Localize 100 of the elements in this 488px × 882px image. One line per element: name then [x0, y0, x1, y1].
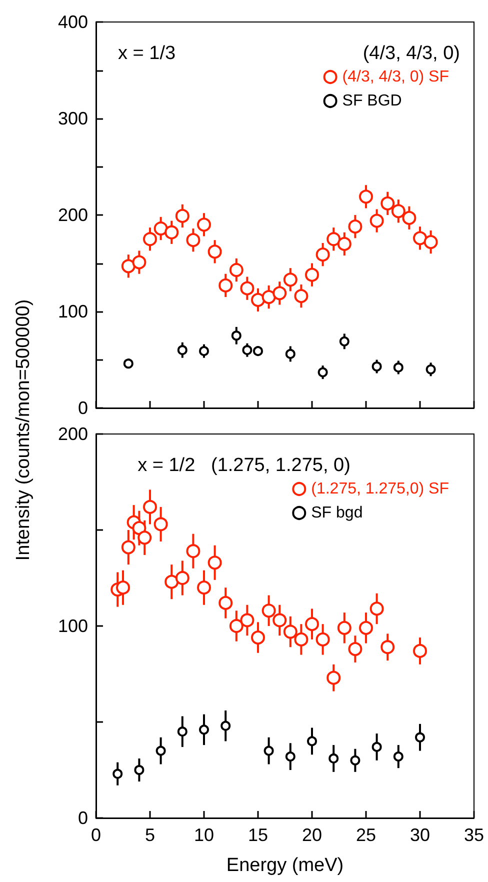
annotation: x = 1/2 (1.275, 1.275, 0) [138, 455, 350, 476]
point [283, 624, 298, 639]
point [208, 556, 222, 570]
point [218, 596, 233, 610]
point [240, 613, 254, 628]
point [393, 752, 404, 762]
point [372, 362, 382, 372]
x-tick-label: 5 [144, 825, 156, 845]
point [393, 362, 404, 372]
point [242, 345, 252, 356]
point [307, 736, 317, 746]
point [186, 544, 200, 558]
point [121, 540, 136, 554]
point [413, 231, 427, 246]
point [339, 336, 350, 346]
point [164, 225, 179, 240]
point [326, 670, 341, 685]
point [218, 278, 233, 292]
y-tick-label: 200 [58, 424, 88, 444]
point [156, 746, 166, 756]
point [138, 530, 152, 545]
point [134, 765, 144, 775]
legend-label: (1.275, 1.275,0) SF [311, 480, 450, 498]
point [253, 346, 263, 356]
point [199, 346, 209, 356]
point [391, 204, 406, 218]
point [177, 345, 188, 356]
annotation: (4/3, 4/3, 0) [362, 43, 460, 64]
point [229, 619, 244, 633]
point [177, 726, 188, 737]
point [272, 286, 287, 300]
point [231, 330, 242, 341]
point [186, 233, 200, 248]
legend-label: (4/3, 4/3, 0) SF [342, 68, 450, 86]
point [294, 289, 308, 304]
y-tick-label: 400 [58, 12, 88, 32]
point [326, 232, 341, 246]
point [348, 220, 362, 234]
point [370, 602, 384, 616]
point [285, 752, 296, 762]
point [350, 755, 360, 766]
point [305, 617, 319, 632]
legend-label: SF bgd [311, 504, 363, 522]
point [262, 604, 276, 618]
point [348, 642, 362, 656]
point [337, 620, 352, 635]
x-tick-label: 0 [90, 825, 102, 845]
point [262, 290, 276, 304]
point [175, 208, 190, 223]
point [208, 244, 222, 259]
x-axis-title: Energy (meV) [226, 855, 344, 876]
y-axis-title: Intensity (counts/mon=500000) [13, 299, 35, 561]
point [123, 358, 134, 369]
x-tick-label: 35 [464, 825, 484, 845]
point [116, 580, 130, 595]
x-tick-label: 30 [410, 825, 430, 845]
point [197, 580, 211, 595]
point [413, 644, 427, 658]
point [380, 196, 395, 210]
y-tick-label: 300 [58, 108, 88, 128]
point [424, 235, 438, 250]
point [240, 281, 254, 296]
point [294, 632, 308, 646]
point [143, 232, 157, 246]
point [370, 214, 384, 228]
point [359, 620, 373, 635]
point [251, 292, 265, 307]
point [316, 248, 330, 262]
point [132, 255, 146, 270]
y-tick-label: 200 [58, 205, 88, 225]
point [132, 521, 146, 536]
point [251, 630, 265, 645]
point [316, 632, 330, 646]
legend-label: SF BGD [342, 92, 402, 110]
point [154, 222, 168, 236]
point [359, 190, 373, 204]
point [164, 574, 179, 589]
point [372, 742, 382, 752]
y-tick-label: 100 [58, 302, 88, 322]
point [380, 640, 395, 654]
x-tick-label: 10 [194, 825, 214, 845]
annotation: x = 1/3 [118, 43, 176, 64]
point [272, 613, 287, 628]
point [197, 218, 211, 232]
point [402, 210, 416, 225]
point [305, 268, 319, 282]
point [337, 236, 352, 251]
point [175, 571, 190, 585]
y-tick-label: 100 [58, 616, 88, 636]
point [154, 517, 168, 532]
point [143, 500, 157, 514]
y-tick-label: 0 [78, 808, 88, 828]
x-tick-label: 25 [356, 825, 376, 845]
point [426, 364, 436, 374]
point [415, 732, 425, 742]
point [121, 259, 136, 274]
point [264, 746, 274, 756]
point [318, 367, 328, 378]
x-tick-label: 15 [248, 825, 268, 845]
point [220, 720, 231, 731]
